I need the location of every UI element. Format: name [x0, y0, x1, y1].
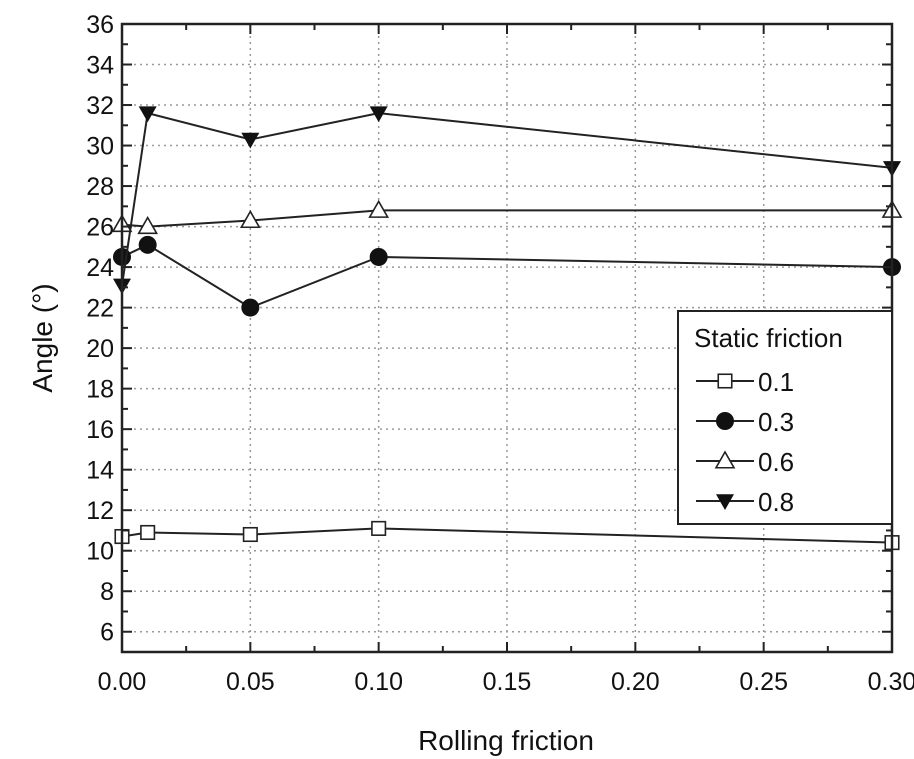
x-tick-label: 0.15: [483, 668, 532, 696]
legend-item: 0.6: [696, 447, 794, 477]
y-tick-label: 32: [86, 92, 114, 120]
y-tick-label: 6: [100, 619, 114, 647]
x-tick-label: 0.05: [226, 668, 275, 696]
grid: [122, 24, 892, 652]
y-axis-title: Angle (°): [27, 283, 58, 392]
series-0.1: [114, 520, 900, 551]
triangle-up-marker: [137, 215, 159, 235]
x-tick-label: 0.25: [739, 668, 788, 696]
y-tick-label: 22: [86, 295, 114, 323]
y-tick-label: 26: [86, 214, 114, 242]
y-tick-label: 34: [86, 52, 114, 80]
legend-box: [677, 310, 893, 525]
series-line: [121, 209, 892, 228]
circle-marker: [138, 235, 157, 254]
x-axis-title: Rolling friction: [418, 725, 594, 756]
triangle-down-marker: [369, 106, 388, 123]
triangle-up-marker: [714, 450, 736, 469]
x-tick-label: 0.10: [354, 668, 403, 696]
square-marker: [717, 373, 733, 389]
y-tick-label: 12: [86, 497, 114, 525]
legend-label: 0.6: [758, 447, 794, 477]
circle-marker: [241, 298, 260, 317]
y-tick-label: 30: [86, 133, 114, 161]
circle-marker: [369, 247, 388, 266]
triangle-down-marker: [241, 132, 260, 149]
y-tick-label: 28: [86, 173, 114, 201]
y-tick-label: 20: [86, 335, 114, 363]
triangle-up-marker: [368, 199, 390, 218]
triangle-up-marker: [239, 209, 261, 229]
y-tick-label: 24: [86, 254, 114, 282]
y-tick-label: 14: [86, 457, 114, 485]
y-tick-label: 18: [86, 376, 114, 404]
axes: 0.00 0.05 0.10 0.15 0.20 0.25 0.30 6 8 10 12 14 16 18…: [86, 11, 914, 696]
legend-title: Static friction: [694, 323, 843, 353]
legend-item: 0.8: [696, 487, 794, 517]
square-marker: [242, 526, 258, 543]
x-tick-label: 0.30: [868, 668, 914, 696]
series-0.8: [113, 106, 901, 295]
legend-label: 0.3: [758, 407, 794, 437]
square-marker: [371, 520, 387, 536]
legend-label: 0.8: [758, 487, 794, 517]
y-tick-label: 8: [100, 578, 114, 606]
series-layer: [111, 106, 903, 551]
legend-item: 0.1: [696, 367, 794, 397]
square-marker: [140, 524, 156, 541]
y-tick-label: 36: [86, 11, 114, 39]
triangle-down-marker: [138, 106, 157, 123]
legend: Static friction 0.1 0.3 0.6 0.8: [677, 310, 893, 525]
x-tick-label: 0.20: [611, 668, 660, 696]
circle-marker: [716, 412, 734, 430]
triangle-down-marker: [716, 494, 734, 510]
legend-label: 0.1: [758, 367, 794, 397]
y-tick-label: 10: [86, 538, 114, 566]
x-tick-label: 0.00: [98, 668, 147, 696]
legend-item: 0.3: [696, 407, 794, 437]
y-tick-label: 16: [86, 416, 114, 444]
